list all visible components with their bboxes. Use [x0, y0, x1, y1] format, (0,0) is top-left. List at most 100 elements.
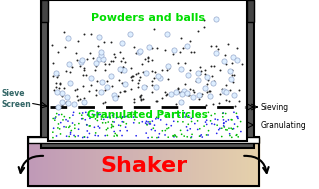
Bar — [229, 137, 230, 186]
Bar — [202, 137, 203, 186]
Point — [55, 74, 60, 77]
Point — [140, 98, 145, 101]
Point — [85, 113, 90, 116]
Point — [51, 117, 56, 120]
Point — [180, 120, 185, 123]
Point — [166, 67, 171, 70]
Point — [50, 136, 56, 139]
Point — [208, 89, 213, 92]
Point — [184, 44, 189, 47]
Point — [219, 88, 224, 91]
Bar — [89, 137, 90, 186]
Bar — [57, 137, 58, 186]
Bar — [101, 137, 102, 186]
Point — [150, 79, 155, 82]
Point — [221, 124, 226, 127]
Bar — [255, 137, 256, 186]
Point — [224, 120, 229, 123]
Bar — [196, 137, 197, 186]
Point — [163, 94, 168, 97]
Point — [64, 101, 69, 105]
Point — [208, 45, 213, 48]
Point — [199, 93, 204, 96]
Point — [207, 90, 212, 93]
Bar — [71, 137, 72, 186]
Bar — [152, 137, 153, 186]
Point — [120, 56, 125, 59]
Bar — [184, 137, 185, 186]
Point — [171, 113, 176, 116]
Bar — [171, 137, 173, 186]
Point — [102, 63, 108, 66]
Bar — [137, 137, 138, 186]
Bar — [210, 137, 211, 186]
Point — [229, 118, 234, 121]
Point — [54, 85, 59, 88]
Point — [152, 71, 158, 74]
Bar — [191, 137, 192, 186]
Point — [226, 127, 232, 130]
Point — [93, 117, 98, 120]
Bar — [36, 137, 37, 186]
Bar — [188, 137, 189, 186]
Point — [205, 78, 210, 81]
Text: Sieving: Sieving — [260, 102, 288, 112]
Point — [227, 99, 232, 102]
Point — [58, 121, 63, 124]
Bar — [90, 137, 92, 186]
Point — [171, 49, 176, 52]
Point — [81, 33, 86, 36]
Point — [118, 129, 123, 132]
Point — [80, 117, 85, 120]
Point — [54, 112, 59, 115]
Point — [179, 92, 184, 95]
Point — [85, 136, 90, 139]
Point — [108, 40, 114, 43]
Point — [156, 136, 161, 139]
Point — [186, 114, 191, 117]
Bar — [77, 137, 78, 186]
Point — [102, 101, 108, 104]
Bar — [50, 137, 51, 186]
Point — [224, 63, 229, 66]
Point — [164, 93, 169, 96]
Bar — [177, 137, 178, 186]
Point — [212, 65, 217, 68]
Point — [100, 58, 106, 61]
Bar — [72, 137, 73, 186]
Bar — [37, 137, 38, 186]
Point — [159, 97, 164, 100]
Point — [93, 131, 98, 134]
Point — [128, 112, 133, 115]
Point — [70, 114, 76, 117]
Point — [166, 136, 171, 139]
Point — [67, 81, 72, 84]
Point — [180, 46, 185, 49]
Bar — [245, 137, 247, 186]
Point — [139, 99, 144, 102]
Point — [156, 117, 161, 120]
Bar — [45, 137, 47, 186]
Bar — [204, 137, 205, 186]
Bar — [189, 137, 190, 186]
Point — [131, 116, 136, 119]
Point — [76, 134, 81, 137]
Point — [112, 130, 117, 133]
Point — [56, 113, 62, 116]
Point — [159, 111, 164, 114]
Bar — [94, 137, 95, 186]
Point — [147, 45, 152, 48]
Bar — [180, 137, 181, 186]
Bar — [207, 137, 208, 186]
Point — [129, 88, 134, 91]
Bar — [82, 137, 84, 186]
Point — [98, 54, 103, 57]
Bar — [115, 137, 116, 186]
Point — [167, 113, 172, 116]
Point — [99, 115, 104, 118]
Point — [67, 125, 72, 128]
Point — [200, 136, 205, 139]
Bar — [99, 137, 100, 186]
Point — [217, 69, 222, 72]
Point — [194, 113, 199, 116]
